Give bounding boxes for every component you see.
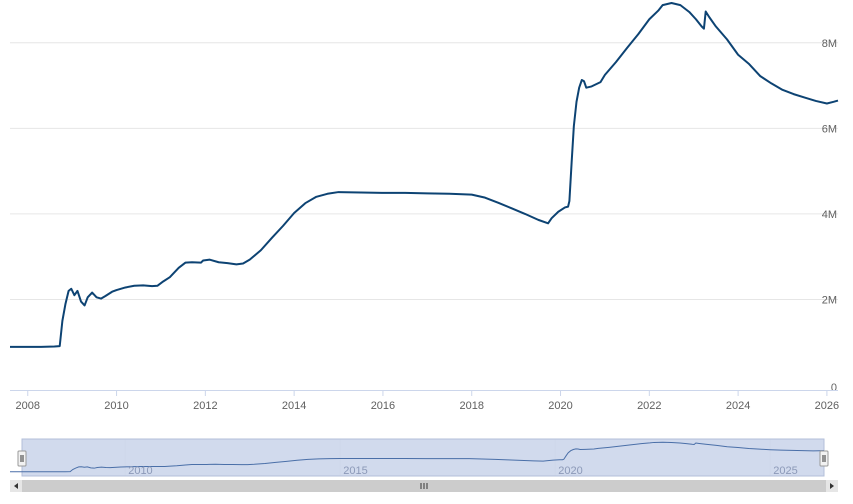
scroll-right-button[interactable] xyxy=(826,480,838,492)
y-tick-label: 0 xyxy=(831,382,837,394)
x-tick-label: 2008 xyxy=(16,400,40,412)
y-axis-labels: 0 2M 4M 6M 8M xyxy=(822,38,837,394)
navigator-label: 2025 xyxy=(773,465,797,477)
navigator-labels: 2010 2015 2020 2025 xyxy=(128,465,798,477)
x-tick-label: 2014 xyxy=(282,400,306,412)
x-tick-label: 2026 xyxy=(815,400,839,412)
x-tick-label: 2012 xyxy=(193,400,217,412)
x-tick-label: 2016 xyxy=(371,400,395,412)
arrow-right-icon xyxy=(830,483,834,489)
grip-lines-icon xyxy=(420,483,428,489)
x-tick-label: 2010 xyxy=(104,400,128,412)
x-axis-ticks xyxy=(27,390,828,396)
navigator-handle-body xyxy=(819,450,829,467)
x-axis-labels: 2008 2010 2012 2014 2016 2018 2020 2022 2024 2026 xyxy=(16,400,840,412)
y-tick-label: 6M xyxy=(822,123,837,135)
y-tick-label: 8M xyxy=(822,38,837,50)
arrow-left-icon xyxy=(14,483,18,489)
y-tick-label: 2M xyxy=(822,294,837,306)
navigator-handle-body xyxy=(17,450,27,467)
scroll-left-button[interactable] xyxy=(10,480,22,492)
scrollbar[interactable] xyxy=(10,480,838,492)
x-tick-label: 2018 xyxy=(459,400,483,412)
navigator-label: 2015 xyxy=(343,465,367,477)
navigator[interactable]: 2010 2015 2020 2025 xyxy=(10,438,838,477)
series-line xyxy=(10,1,839,348)
navigator-label: 2020 xyxy=(558,465,582,477)
x-tick-label: 2020 xyxy=(548,400,572,412)
x-tick-label: 2024 xyxy=(726,400,750,412)
x-tick-label: 2022 xyxy=(637,400,661,412)
y-tick-label: 4M xyxy=(822,209,837,221)
navigator-label: 2010 xyxy=(128,465,152,477)
gridlines xyxy=(10,42,838,300)
navigator-handle-right[interactable] xyxy=(819,450,829,467)
navigator-handle-left[interactable] xyxy=(17,450,27,467)
navigator-selection-mask[interactable] xyxy=(21,438,825,477)
navigator-series-line xyxy=(10,441,825,473)
